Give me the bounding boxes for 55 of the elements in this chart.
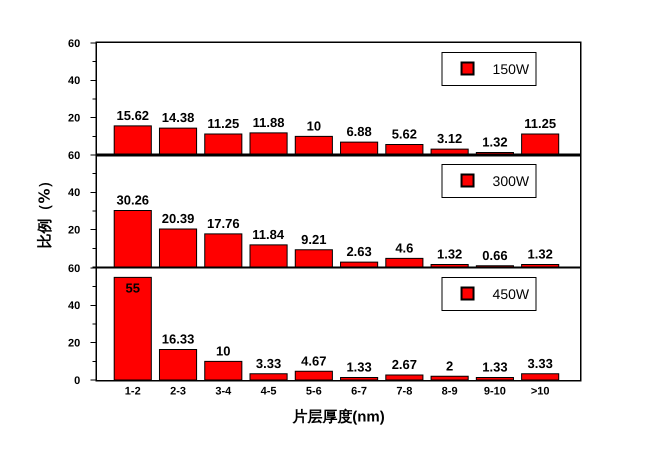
y-tick-label: 20	[68, 224, 80, 237]
data-label: 3.33	[528, 355, 553, 370]
data-label: 55	[126, 280, 140, 295]
legend-label: 300W	[492, 173, 530, 190]
data-label: 5.62	[392, 126, 418, 142]
y-tick-label: 40	[68, 300, 80, 312]
y-tick-label: 40	[68, 188, 80, 200]
x-tick-label: 8-9	[442, 385, 458, 398]
x-tick-label: >10	[530, 385, 550, 398]
y-tick-label: 60	[68, 262, 80, 275]
data-label: 10	[306, 118, 322, 134]
y-tick-label: 0	[74, 374, 80, 387]
x-tick-label: 4-5	[260, 385, 277, 398]
data-label: 3.12	[436, 131, 462, 146]
x-tick-label: 7-8	[396, 385, 412, 398]
data-label: 11.25	[207, 116, 240, 131]
data-label: 1.32	[528, 246, 553, 262]
data-label: 17.76	[207, 216, 240, 232]
x-axis-title: 片层厚度(nm)	[291, 407, 385, 426]
data-label: 1.33	[346, 359, 372, 374]
data-label: 11.88	[252, 114, 284, 130]
data-label: 4.6	[395, 240, 414, 256]
legend-label: 150W	[492, 61, 530, 78]
y-tick-label: 40	[68, 75, 80, 88]
data-label: 14.38	[162, 110, 194, 126]
data-label: 20.39	[162, 211, 194, 226]
data-label: 2.67	[392, 356, 418, 372]
data-label: 30.26	[116, 192, 150, 208]
x-tick-label: 1-2	[124, 385, 141, 398]
y-tick-label: 60	[68, 38, 80, 50]
data-label: 10	[216, 342, 231, 358]
x-tick-label: 2-3	[170, 385, 186, 398]
y-tick-label: 20	[68, 112, 80, 125]
x-tick-label: 3-4	[215, 385, 232, 398]
data-label: 1.33	[482, 359, 508, 374]
y-axis-title: 比例（%）	[36, 174, 54, 249]
data-label: 3.33	[256, 355, 282, 370]
data-label: 1.32	[436, 246, 462, 262]
data-label: 16.33	[162, 331, 194, 346]
data-label: 4.67	[301, 352, 326, 368]
data-label: 0.66	[482, 248, 508, 264]
data-label: 2	[446, 358, 454, 373]
x-tick-label: 9-10	[484, 385, 506, 398]
x-tick-label: 6-7	[351, 385, 368, 398]
y-tick-label: 20	[68, 337, 80, 350]
data-label: 15.62	[116, 108, 150, 123]
x-tick-label: 5-6	[306, 385, 322, 398]
data-label: 2.63	[346, 244, 372, 260]
data-label: 1.32	[482, 134, 508, 150]
data-label: 6.88	[346, 124, 372, 140]
y-tick-label: 60	[68, 150, 80, 162]
data-label: 9.21	[301, 232, 326, 248]
legend-label: 450W	[492, 286, 530, 302]
data-label: 11.25	[524, 116, 556, 131]
data-label: 11.84	[252, 227, 285, 242]
